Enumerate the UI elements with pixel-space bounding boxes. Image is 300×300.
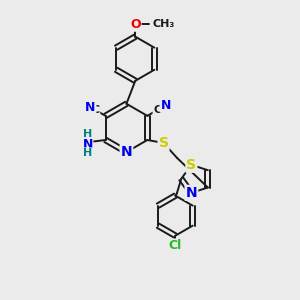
- Text: S: S: [186, 158, 197, 172]
- Text: H: H: [83, 129, 92, 139]
- Text: N: N: [160, 99, 171, 112]
- Text: N: N: [85, 100, 95, 113]
- Text: O: O: [130, 18, 141, 31]
- Text: N: N: [121, 145, 132, 159]
- Text: C: C: [91, 105, 99, 115]
- Text: S: S: [158, 136, 169, 150]
- Text: N: N: [83, 138, 93, 151]
- Text: C: C: [154, 105, 162, 115]
- Text: Cl: Cl: [169, 239, 182, 253]
- Text: CH₃: CH₃: [153, 19, 175, 29]
- Text: N: N: [186, 186, 197, 200]
- Text: H: H: [83, 148, 92, 158]
